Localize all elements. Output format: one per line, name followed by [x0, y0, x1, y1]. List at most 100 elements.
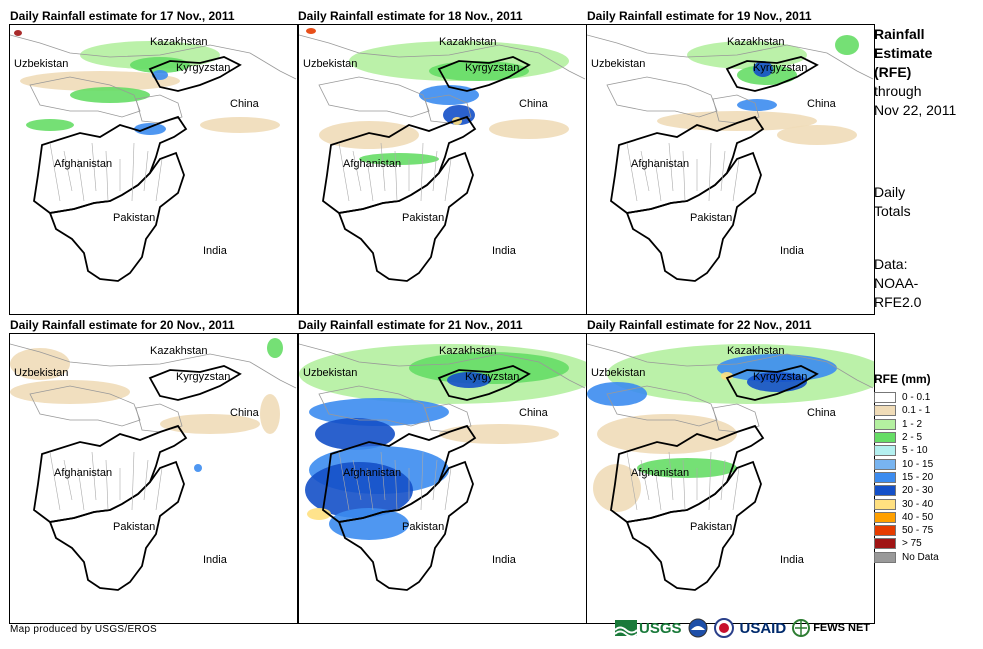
rainfall-area [14, 30, 22, 36]
country-label-kazakhstan: Kazakhstan [439, 36, 496, 48]
province-border [155, 467, 163, 511]
map-canvas: Kazakhstan Uzbekistan Kyrgyzstan China Afgha… [299, 28, 586, 282]
panel-title-21: Daily Rainfall estimate for 21 Nov., 201… [298, 318, 523, 332]
province-border [732, 158, 740, 202]
province-border [626, 142, 638, 202]
highlighted-country-border [148, 56, 242, 92]
province-border [394, 459, 398, 511]
map-canvas: Kazakhstan Uzbekistan Kyrgyzstan China Afgha… [10, 30, 297, 282]
rainfall-area [315, 418, 395, 450]
country-border [135, 403, 183, 433]
rainfall-area [20, 71, 180, 91]
rainfall-map-22: Kazakhstan Uzbekistan Kyrgyzstan China Afgha… [586, 333, 875, 624]
side-title-line: (RFE) [874, 64, 912, 80]
legend-item: 20 - 30 [874, 484, 939, 497]
usaid-logo: USAID [740, 620, 787, 637]
map-canvas: Kazakhstan Uzbekistan Kyrgyzstan China Afgha… [299, 343, 586, 591]
country-label-china: China [519, 98, 549, 110]
country-label-kazakhstan: Kazakhstan [150, 36, 207, 48]
province-border [155, 158, 163, 202]
country-border [10, 343, 297, 389]
rainfall-area [429, 61, 529, 81]
country-label-china: China [807, 98, 837, 110]
rainfall-area [717, 354, 837, 382]
province-border [432, 459, 438, 501]
rainfall-area [267, 338, 283, 358]
country-label-china: China [230, 98, 260, 110]
province-border [105, 150, 109, 202]
country-border [712, 94, 760, 124]
country-label-uzbekistan: Uzbekistan [303, 58, 357, 70]
legend-swatch [874, 445, 896, 457]
legend-item: 15 - 20 [874, 471, 939, 484]
rainfall-area [70, 87, 150, 103]
province-border [63, 459, 73, 501]
rainfall-map-20: Kazakhstan Uzbekistan Kyrgyzstan China Afgha… [9, 333, 298, 624]
country-border [606, 76, 718, 118]
rainfall-area [10, 348, 70, 380]
country-label-india: India [780, 554, 805, 566]
map-canvas: Kazakhstan Uzbekistan Kyrgyzstan China Afgha… [10, 338, 297, 591]
side-data-line: RFE2.0 [874, 294, 922, 310]
legend-label: > 75 [902, 538, 922, 550]
highlighted-country-border [48, 460, 185, 591]
province-border [77, 467, 85, 511]
province-border [366, 158, 374, 202]
rainfall-area [194, 464, 202, 472]
country-label-kazakhstan: Kazakhstan [727, 36, 784, 48]
rainfall-area [134, 123, 166, 135]
legend-label: 10 - 15 [902, 458, 934, 470]
province-border [732, 467, 740, 511]
province-border [708, 451, 712, 511]
rainfall-area [447, 372, 491, 388]
country-label-pakistan: Pakistan [402, 212, 444, 224]
legend-swatch [874, 405, 896, 417]
province-border [91, 451, 97, 501]
province-border [380, 142, 386, 192]
legend-swatch [874, 392, 896, 404]
province-border [49, 451, 61, 511]
country-label-pakistan: Pakistan [113, 212, 155, 224]
province-border [444, 158, 452, 202]
country-label-uzbekistan: Uzbekistan [14, 367, 68, 379]
side-daily: Daily Totals [874, 183, 911, 221]
legend-label: 0.1 - 1 [902, 405, 931, 417]
highlighted-country-border [725, 56, 819, 92]
country-label-afghanistan: Afghanistan [343, 467, 401, 479]
legend-title: RFE (mm) [874, 372, 931, 386]
province-border [654, 467, 662, 511]
legend-label: 5 - 10 [902, 445, 928, 457]
country-border [318, 76, 430, 118]
country-label-pakistan: Pakistan [402, 521, 444, 533]
logo-bar: USGS USAID FEWS NET [615, 618, 870, 638]
country-label-india: India [492, 245, 517, 257]
legend-item: 0 - 0.1 [874, 391, 939, 404]
highlighted-country-border [437, 365, 531, 401]
highlighted-country-border [625, 151, 762, 282]
country-label-afghanistan: Afghanistan [54, 158, 112, 170]
rainfall-area [260, 394, 280, 434]
country-label-pakistan: Pakistan [690, 521, 732, 533]
usgs-wave-icon [615, 620, 637, 636]
country-label-kazakhstan: Kazakhstan [150, 345, 207, 357]
province-border [682, 150, 686, 202]
legend-label: 15 - 20 [902, 471, 934, 483]
legend-label: 1 - 2 [902, 418, 923, 430]
rainfall-area [597, 414, 737, 454]
rainfall-area [835, 35, 859, 55]
province-border [654, 158, 662, 202]
province-border [143, 459, 149, 501]
country-label-pakistan: Pakistan [690, 212, 732, 224]
rainfall-area [160, 414, 260, 434]
legend-swatch [874, 432, 896, 444]
fews-text: FEWS NET [813, 622, 871, 634]
country-border [424, 94, 472, 124]
side-through: through [874, 83, 922, 99]
rainfall-area [593, 464, 641, 512]
usaid-text: USAID [739, 619, 787, 637]
country-border [606, 385, 718, 427]
country-label-kazakhstan: Kazakhstan [727, 345, 784, 357]
map-canvas: Kazakhstan Uzbekistan Kyrgyzstan China Afgha… [587, 34, 874, 282]
province-border [77, 158, 85, 202]
